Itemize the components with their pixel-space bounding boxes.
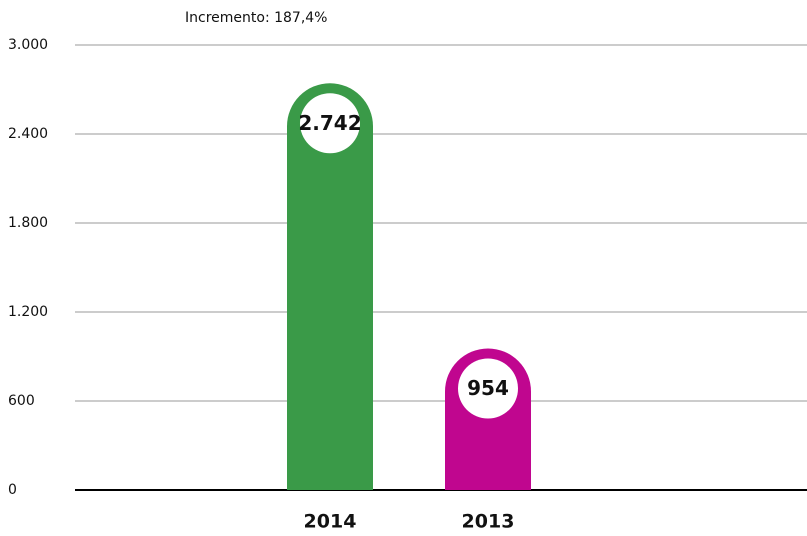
y-tick-label: 1.200 xyxy=(8,304,48,320)
x-tick-label: 2013 xyxy=(462,511,515,533)
bar xyxy=(287,83,373,491)
value-label: 954 xyxy=(467,376,509,400)
y-tick-label: 0 xyxy=(8,482,17,498)
value-label-bubble xyxy=(458,358,518,419)
value-label: 2.742 xyxy=(298,111,361,135)
y-tick-label: 1.800 xyxy=(8,215,48,231)
x-tick-label: 2014 xyxy=(304,511,357,533)
value-label-bubble xyxy=(300,93,360,154)
y-tick-label: 3.000 xyxy=(8,37,48,53)
y-tick-label: 2.400 xyxy=(8,126,48,142)
annotation: Incremento: 187,4% xyxy=(185,10,328,26)
y-tick-label: 600 xyxy=(8,393,35,409)
